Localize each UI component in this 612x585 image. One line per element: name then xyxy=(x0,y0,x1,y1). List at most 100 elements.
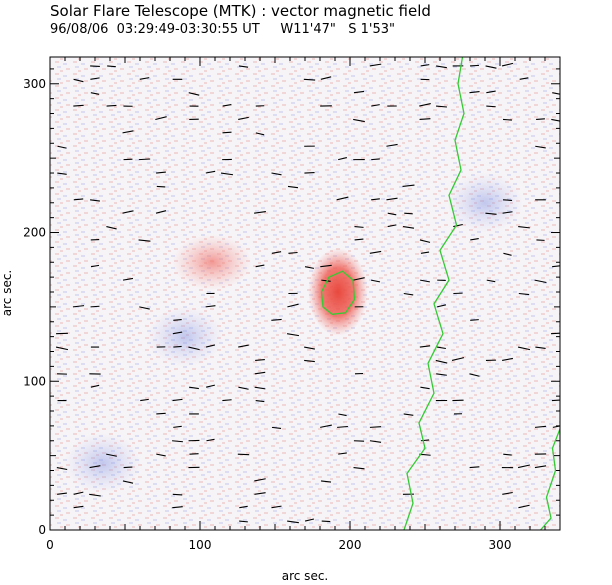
field-vector xyxy=(238,344,249,348)
field-vector xyxy=(387,212,397,216)
x-axis-title: arc sec. xyxy=(282,569,328,583)
field-vector xyxy=(173,319,182,321)
field-vector xyxy=(386,143,398,147)
field-vector xyxy=(502,491,513,495)
field-vector xyxy=(287,303,299,308)
field-vector xyxy=(286,333,300,337)
field-vector xyxy=(518,504,530,509)
field-vector xyxy=(420,439,430,442)
field-vector xyxy=(255,264,265,268)
field-vector xyxy=(453,223,463,228)
field-vector xyxy=(172,506,183,509)
field-vector xyxy=(402,184,415,187)
chart-title: Solar Flare Telescope (MTK) : vector mag… xyxy=(50,2,431,20)
field-vector xyxy=(189,386,199,390)
field-vector xyxy=(287,520,299,524)
field-vector xyxy=(486,279,496,283)
field-vector xyxy=(57,145,67,149)
field-vector xyxy=(320,480,332,483)
field-vector xyxy=(420,386,430,390)
field-vector xyxy=(503,252,512,256)
field-vector xyxy=(238,65,249,68)
field-vector xyxy=(173,345,182,348)
field-vector xyxy=(534,465,547,469)
field-vector xyxy=(90,199,100,202)
field-vector xyxy=(369,426,382,428)
field-vector xyxy=(271,426,282,429)
field-vector xyxy=(156,453,166,457)
field-vector xyxy=(387,224,397,228)
field-vector xyxy=(404,212,413,215)
field-vector xyxy=(353,118,365,123)
field-vector xyxy=(188,92,200,96)
field-vector xyxy=(320,264,332,268)
field-vector xyxy=(403,413,414,416)
field-vector xyxy=(369,250,382,254)
field-vector xyxy=(485,212,497,215)
field-vector xyxy=(470,319,479,321)
field-vector xyxy=(519,77,529,80)
field-vector xyxy=(90,305,100,308)
field-vector xyxy=(534,425,547,428)
field-vector xyxy=(173,425,182,428)
field-vector xyxy=(420,251,430,254)
field-vector xyxy=(288,251,298,254)
field-vector xyxy=(321,279,331,282)
field-vector xyxy=(437,346,446,350)
field-vector xyxy=(139,306,150,310)
field-vector xyxy=(255,358,265,361)
field-vector xyxy=(320,76,332,80)
y-axis-title: arc sec. xyxy=(0,270,14,316)
field-vector xyxy=(73,104,84,107)
field-vector xyxy=(486,90,496,94)
field-vector xyxy=(57,492,67,495)
field-vector xyxy=(205,170,216,174)
field-concentration-negative xyxy=(447,172,523,233)
field-vector xyxy=(435,359,448,364)
field-vector xyxy=(451,357,465,361)
field-vector xyxy=(89,465,101,469)
field-vector xyxy=(420,279,430,283)
field-vector xyxy=(122,130,134,134)
field-vector xyxy=(138,239,151,242)
field-vector xyxy=(156,412,166,415)
field-vector xyxy=(371,198,380,201)
neutral-line xyxy=(403,57,465,530)
field-vector xyxy=(552,265,560,268)
field-vector xyxy=(551,118,560,122)
field-vector xyxy=(72,305,85,308)
field-vector xyxy=(206,438,215,442)
field-vector xyxy=(469,466,480,469)
field-vector xyxy=(90,264,100,268)
field-vector xyxy=(239,520,248,523)
field-vector xyxy=(222,104,232,107)
field-vector xyxy=(503,453,512,456)
field-vector xyxy=(89,493,101,497)
field-vector xyxy=(551,399,560,402)
field-vector xyxy=(172,440,183,443)
field-vector xyxy=(188,346,200,351)
field-vector xyxy=(469,64,480,67)
field-vector xyxy=(73,78,84,83)
field-vector xyxy=(502,199,513,201)
field-vector xyxy=(518,226,530,229)
field-vector xyxy=(501,62,514,67)
field-vector xyxy=(271,172,282,176)
field-vector xyxy=(205,305,216,308)
field-vector xyxy=(436,105,447,108)
field-vector xyxy=(552,92,560,95)
field-vector xyxy=(254,478,266,482)
field-vector xyxy=(239,505,248,509)
field-vector xyxy=(386,197,398,201)
x-tick-label: 0 xyxy=(46,538,54,552)
field-vector xyxy=(222,399,232,402)
field-vector xyxy=(419,118,431,121)
field-vector xyxy=(255,400,265,403)
field-vector xyxy=(55,346,69,351)
field-vector xyxy=(106,226,117,230)
field-vector xyxy=(206,384,215,388)
field-vector xyxy=(419,239,431,243)
field-vector xyxy=(122,277,134,281)
field-vector xyxy=(550,332,560,335)
